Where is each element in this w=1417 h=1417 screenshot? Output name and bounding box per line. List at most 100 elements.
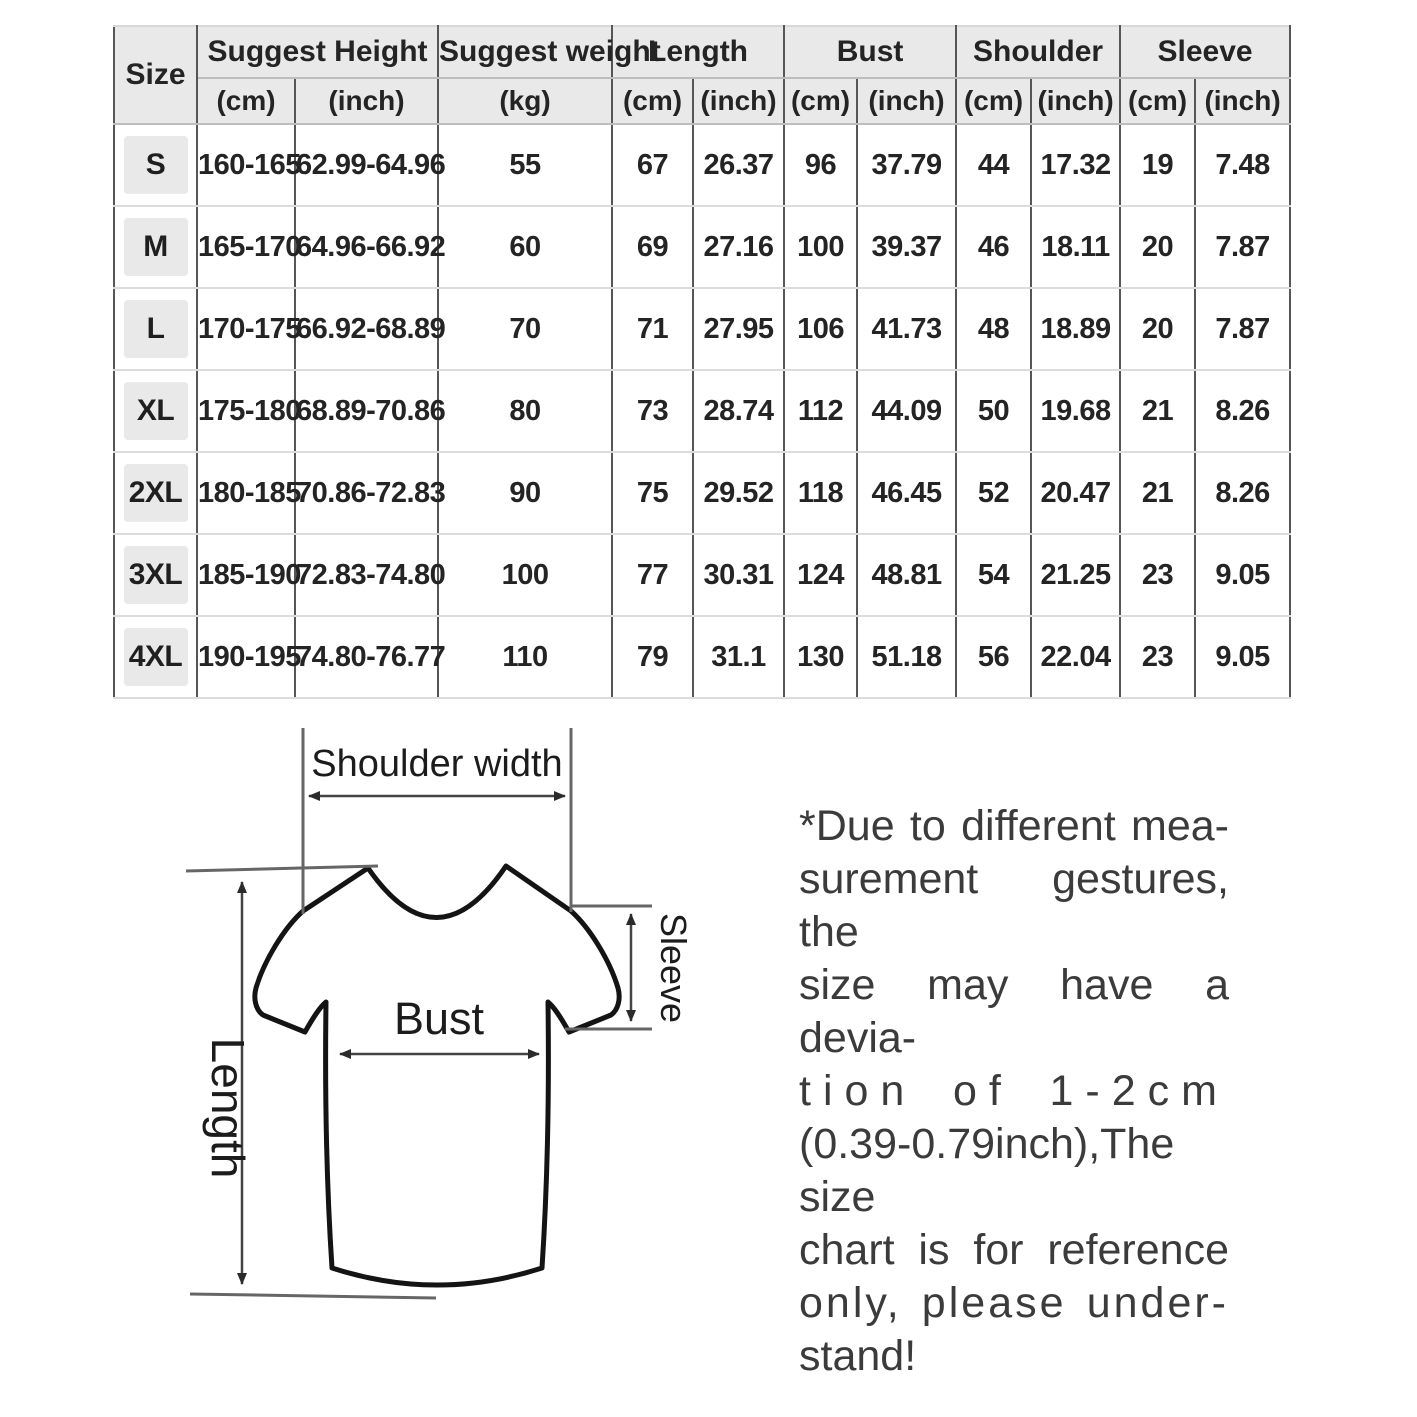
cell-weight-kg: 80 (437, 369, 614, 453)
cell-bust-cm: 96 (783, 123, 859, 207)
size-label: 3XL (123, 546, 188, 604)
cell-bust-inch: 46.45 (856, 451, 958, 535)
cell-size: XL (113, 369, 198, 453)
cell-shoulder-cm: 48 (955, 287, 1033, 371)
cell-size: L (113, 287, 198, 371)
cell-sleeve-inch: 8.26 (1194, 451, 1292, 535)
disclaimer-line: tion of 1-2cm (799, 1067, 1229, 1115)
cell-bust-inch: 48.81 (856, 533, 958, 617)
cell-bust-inch: 37.79 (856, 123, 958, 207)
cell-height-cm: 165-170 (196, 205, 301, 289)
unit-sleeve-cm: (cm) (1119, 77, 1197, 125)
cell-size: 4XL (113, 615, 198, 699)
cell-bust-inch: 51.18 (856, 615, 958, 699)
cell-bust-cm: 124 (783, 533, 859, 617)
cell-height-cm: 170-175 (196, 287, 301, 371)
cell-bust-cm: 112 (783, 369, 859, 453)
size-label: L (123, 300, 188, 358)
unit-sleeve-inch: (inch) (1194, 77, 1292, 125)
cell-size: 3XL (113, 533, 198, 617)
cell-weight-kg: 55 (437, 123, 614, 207)
cell-height-inch: 74.80-76.77 (293, 615, 446, 699)
size-label: 2XL (123, 464, 188, 522)
disclaimer-line: *Due to different mea- (799, 802, 1229, 850)
unit-bust-inch: (inch) (856, 77, 958, 125)
cell-sleeve-inch: 9.05 (1194, 533, 1292, 617)
table-row: 2XL 180-185 70.86-72.83 90 75 29.52 118 46.45 52… (113, 451, 1292, 535)
cell-sleeve-cm: 23 (1119, 533, 1197, 617)
cell-length-inch: 27.95 (692, 287, 786, 371)
cell-weight-kg: 60 (437, 205, 614, 289)
col-header-bust: Bust (783, 25, 958, 79)
cell-length-inch: 26.37 (692, 123, 786, 207)
disclaimer-line: surement gestures, the (799, 855, 1229, 956)
cell-shoulder-inch: 19.68 (1030, 369, 1122, 453)
length-guide-bottom (189, 1292, 437, 1300)
size-label: S (123, 136, 188, 194)
unit-height-inch: (inch) (293, 77, 440, 125)
col-header-size: Size (113, 25, 198, 125)
cell-sleeve-cm: 20 (1119, 205, 1197, 289)
col-header-suggest-height: Suggest Height (195, 25, 440, 79)
col-header-length: Length (611, 25, 786, 79)
cell-height-cm: 180-185 (196, 451, 301, 535)
cell-length-cm: 73 (611, 369, 695, 453)
table-row: 4XL 190-195 74.80-76.77 110 79 31.1 130 51.18 56… (113, 615, 1292, 699)
cell-weight-kg: 70 (437, 287, 614, 371)
cell-shoulder-cm: 46 (955, 205, 1033, 289)
cell-sleeve-inch: 7.48 (1194, 123, 1292, 207)
cell-shoulder-inch: 18.89 (1030, 287, 1122, 371)
cell-length-cm: 71 (611, 287, 695, 371)
cell-sleeve-inch: 9.05 (1194, 615, 1292, 699)
cell-sleeve-cm: 23 (1119, 615, 1197, 699)
cell-size: S (113, 123, 198, 207)
cell-weight-kg: 100 (437, 533, 614, 617)
col-header-shoulder: Shoulder (955, 25, 1122, 79)
unit-length-cm: (cm) (611, 77, 695, 125)
label-length: Length (202, 1038, 254, 1179)
table-header-units: (cm) (inch) (kg) (cm) (inch) (cm) (inch)… (114, 77, 1292, 125)
disclaimer-text: *Due to different mea- surement gestures… (799, 800, 1229, 1383)
cell-bust-cm: 130 (783, 615, 859, 699)
unit-length-inch: (inch) (692, 77, 786, 125)
cell-sleeve-cm: 21 (1119, 451, 1197, 535)
tshirt-diagram-svg: Shoulder width Length Sleeve Bust (185, 728, 690, 1300)
cell-sleeve-cm: 21 (1119, 369, 1197, 453)
table-row: L 170-175 66.92-68.89 70 71 27.95 106 41.73 48 18… (113, 287, 1292, 371)
unit-shoulder-inch: (inch) (1030, 77, 1122, 125)
cell-sleeve-inch: 8.26 (1194, 369, 1292, 453)
disclaimer-line: only, please under- (799, 1279, 1229, 1327)
cell-height-cm: 160-165 (196, 123, 301, 207)
cell-length-inch: 29.52 (692, 451, 786, 535)
cell-length-cm: 69 (611, 205, 695, 289)
cell-size: M (113, 205, 198, 289)
cell-weight-kg: 90 (437, 451, 614, 535)
cell-height-cm: 190-195 (196, 615, 301, 699)
cell-shoulder-cm: 44 (955, 123, 1033, 207)
label-shoulder-width: Shoulder width (311, 743, 562, 785)
size-chart-table: Size Suggest Height Suggest weight Lengt… (113, 25, 1292, 699)
label-sleeve: Sleeve (653, 913, 690, 1023)
cell-height-inch: 70.86-72.83 (293, 451, 446, 535)
cell-bust-cm: 100 (783, 205, 859, 289)
label-bust: Bust (394, 993, 485, 1044)
col-header-suggest-weight: Suggest weight (437, 25, 661, 79)
cell-length-inch: 31.1 (692, 615, 786, 699)
cell-bust-cm: 118 (783, 451, 859, 535)
cell-weight-kg: 110 (437, 615, 614, 699)
cell-height-inch: 66.92-68.89 (293, 287, 446, 371)
tshirt-measurement-diagram: Shoulder width Length Sleeve Bust (128, 716, 690, 1332)
size-table-body: S 160-165 62.99-64.96 55 67 26.37 96 37.79 44 17.… (113, 123, 1292, 699)
cell-bust-inch: 39.37 (856, 205, 958, 289)
cell-shoulder-inch: 17.32 (1030, 123, 1122, 207)
unit-weight-kg: (kg) (437, 77, 614, 125)
table-row: S 160-165 62.99-64.96 55 67 26.37 96 37.79 44 17.… (113, 123, 1292, 207)
disclaimer-line: stand! (799, 1332, 917, 1380)
cell-shoulder-cm: 56 (955, 615, 1033, 699)
cell-height-cm: 185-190 (196, 533, 301, 617)
size-label: 4XL (123, 628, 188, 686)
unit-shoulder-cm: (cm) (955, 77, 1033, 125)
cell-shoulder-inch: 20.47 (1030, 451, 1122, 535)
table-header-groups: Size Suggest Height Suggest weight Lengt… (113, 25, 1292, 125)
